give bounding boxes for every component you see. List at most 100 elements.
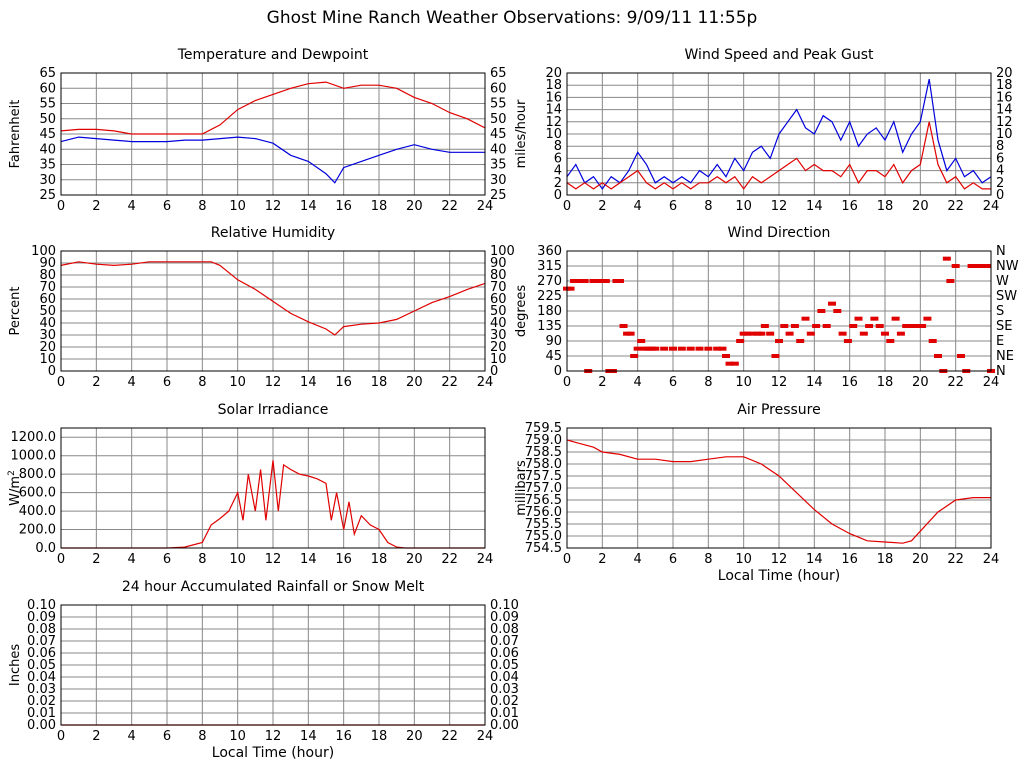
x-tick-label: 16 bbox=[335, 199, 352, 214]
x-tick-label: 14 bbox=[300, 375, 317, 390]
y-tick-label: 0.07 bbox=[27, 634, 56, 649]
y-tick-label-right: 25 bbox=[490, 188, 507, 203]
y-tick-label: 60 bbox=[39, 81, 56, 96]
y-tick-label: 757.0 bbox=[525, 481, 562, 496]
y-tick-label: 16 bbox=[545, 90, 562, 105]
y-tick-label-right: 90 bbox=[490, 256, 507, 271]
data-point bbox=[660, 346, 669, 351]
y-tick-label-right: 0.00 bbox=[490, 718, 519, 733]
x-tick-label: 6 bbox=[163, 552, 171, 567]
compass-tick-label: SE bbox=[996, 319, 1012, 334]
data-point bbox=[822, 324, 831, 328]
y-tick-label: 315 bbox=[537, 259, 562, 274]
x-tick-label: 20 bbox=[406, 199, 423, 214]
compass-tick-label: N bbox=[996, 364, 1006, 379]
x-tick-label: 2 bbox=[92, 375, 100, 390]
y-tick-label: 40 bbox=[39, 142, 56, 157]
y-tick-label: 800.0 bbox=[19, 467, 56, 482]
plot-frame bbox=[566, 72, 992, 196]
y-tick-label-right: 45 bbox=[490, 127, 507, 142]
x-tick-label: 6 bbox=[163, 729, 171, 744]
x-tick-label: 24 bbox=[983, 552, 1000, 567]
y-tick-label: 756.0 bbox=[525, 505, 562, 520]
data-point bbox=[812, 324, 821, 328]
y-tick-label-right: 0 bbox=[996, 188, 1004, 203]
y-tick-label-right: 30 bbox=[490, 328, 507, 343]
y-tick-label-right: 10 bbox=[490, 352, 507, 367]
x-tick-label: 22 bbox=[441, 729, 458, 744]
x-tick-label: 14 bbox=[300, 552, 317, 567]
data-point bbox=[956, 354, 965, 358]
data-point bbox=[686, 346, 695, 351]
y-axis-label: Percent bbox=[8, 287, 23, 336]
y-tick-label-right: 0.02 bbox=[490, 694, 519, 709]
y-tick-label: 0.01 bbox=[27, 706, 56, 721]
x-tick-label: 10 bbox=[229, 552, 246, 567]
data-point bbox=[713, 346, 722, 351]
x-tick-label: 8 bbox=[198, 375, 206, 390]
x-tick-label: 12 bbox=[265, 552, 282, 567]
y-tick-label: 0.10 bbox=[27, 598, 56, 613]
compass-tick-label: E bbox=[996, 334, 1004, 349]
data-point bbox=[859, 331, 868, 336]
x-tick-label: 24 bbox=[477, 552, 494, 567]
x-tick-label: 0 bbox=[57, 375, 65, 390]
x-tick-label: 16 bbox=[841, 199, 858, 214]
series-line-0 bbox=[60, 81, 486, 135]
x-axis-label: Local Time (hour) bbox=[212, 745, 334, 761]
y-tick-label-right: 50 bbox=[490, 112, 507, 127]
x-tick-label: 16 bbox=[841, 375, 858, 390]
y-tick-label-right: 50 bbox=[490, 304, 507, 319]
y-tick-label: 30 bbox=[39, 328, 56, 343]
plot-frame bbox=[566, 427, 992, 549]
y-tick-label: 45 bbox=[545, 349, 562, 364]
y-tick-label-right: 65 bbox=[490, 66, 507, 81]
y-tick-label: 270 bbox=[537, 274, 562, 289]
chart-rainfall: 24 hour Accumulated Rainfall or Snow Mel… bbox=[8, 579, 519, 761]
x-tick-label: 20 bbox=[912, 552, 929, 567]
y-tick-label-right: 12 bbox=[996, 115, 1013, 130]
x-tick-label: 12 bbox=[265, 729, 282, 744]
compass-tick-label: S bbox=[996, 304, 1004, 319]
y-tick-label: 4 bbox=[554, 164, 562, 179]
x-tick-label: 14 bbox=[806, 199, 823, 214]
y-tick-label-right: 55 bbox=[490, 97, 507, 112]
page-title: Ghost Mine Ranch Weather Observations: 9… bbox=[266, 8, 758, 28]
series-line-1 bbox=[60, 136, 485, 184]
x-tick-label: 16 bbox=[841, 552, 858, 567]
y-tick-label: 0 bbox=[554, 188, 562, 203]
y-tick-label: 757.5 bbox=[525, 469, 562, 484]
y-tick-label-right: 6 bbox=[996, 151, 1004, 166]
x-tick-label: 4 bbox=[634, 199, 642, 214]
y-tick-label-right: 100 bbox=[490, 244, 515, 259]
x-tick-label: 4 bbox=[634, 375, 642, 390]
y-tick-label: 40 bbox=[39, 316, 56, 331]
y-tick-label-right: 0.04 bbox=[490, 670, 519, 685]
x-tick-label: 20 bbox=[912, 199, 929, 214]
data-point bbox=[760, 324, 769, 328]
data-point bbox=[951, 264, 960, 268]
y-tick-label-right: 40 bbox=[490, 142, 507, 157]
data-point bbox=[902, 324, 911, 328]
x-tick-label: 18 bbox=[371, 199, 388, 214]
y-tick-label: 0.03 bbox=[27, 682, 56, 697]
y-tick-label: 30 bbox=[39, 173, 56, 188]
x-tick-label: 0 bbox=[563, 375, 571, 390]
x-tick-label: 6 bbox=[669, 552, 677, 567]
x-tick-label: 10 bbox=[735, 375, 752, 390]
data-point bbox=[838, 331, 847, 336]
y-tick-label: 600.0 bbox=[19, 486, 56, 501]
x-tick-label: 22 bbox=[441, 375, 458, 390]
y-tick-label: 754.5 bbox=[525, 541, 562, 556]
series-line-1 bbox=[566, 121, 991, 190]
y-tick-label: 50 bbox=[39, 304, 56, 319]
data-point bbox=[854, 316, 863, 321]
x-tick-label: 18 bbox=[371, 552, 388, 567]
x-tick-label: 14 bbox=[300, 199, 317, 214]
data-point bbox=[833, 309, 842, 313]
x-tick-label: 18 bbox=[371, 729, 388, 744]
